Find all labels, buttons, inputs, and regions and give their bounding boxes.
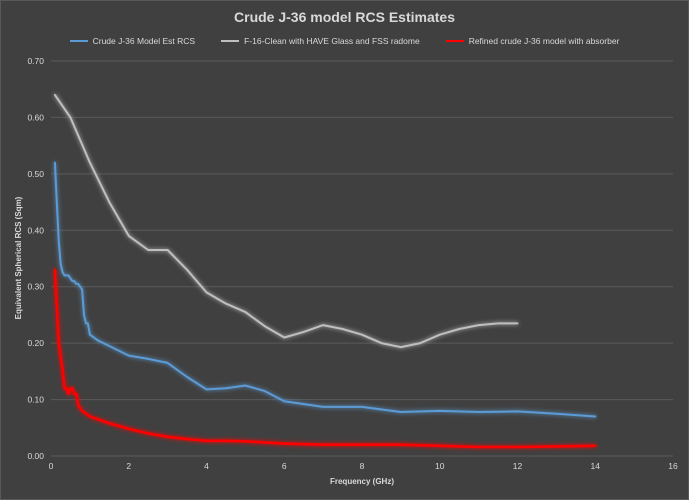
legend-item-crude-j36: Crude J-36 Model Est RCS [69,36,196,46]
y-tick-label: 0.50 [27,169,44,179]
legend-item-f16: F-16-Clean with HAVE Glass and FSS radom… [221,36,420,46]
y-tick-label: 0.40 [27,225,44,235]
y-tick-label: 0.20 [27,338,44,348]
x-axis-title: Frequency (GHz) [330,477,394,486]
grid-layer [51,60,673,457]
x-tick-label: 4 [204,461,209,471]
legend-label-refined: Refined crude J-36 model with absorber [468,36,620,46]
y-tick-label: 0.70 [27,56,44,66]
y-tick-label: 0.00 [27,451,44,461]
y-tick-label: 0.10 [27,395,44,405]
legend-swatch-refined [445,40,464,42]
legend-item-refined: Refined crude J-36 model with absorber [445,36,620,46]
x-tick-label: 8 [360,461,365,471]
x-tick-label: 0 [49,461,54,471]
y-tick-label: 0.60 [27,112,44,122]
series-layer [53,93,597,449]
series-line-refined [53,268,597,449]
x-tick-label: 2 [126,461,131,471]
legend-label-crude-j36: Crude J-36 Model Est RCS [92,36,196,46]
legend: Crude J-36 Model Est RCS F-16-Clean with… [1,36,688,46]
x-tick-label: 10 [435,461,445,471]
tick-labels: 0.00 0.10 0.20 0.30 0.40 0.50 0.60 0.70 0 2 4 6 8 10 1… [27,56,678,471]
legend-swatch-crude-j36 [69,40,88,42]
legend-swatch-f16 [221,40,240,42]
x-tick-label: 14 [591,461,601,471]
x-tick-label: 16 [668,461,678,471]
chart-title: Crude J-36 model RCS Estimates [234,9,455,25]
x-tick-label: 12 [513,461,523,471]
series-line-f16 [53,93,519,349]
y-axis-title: Equivalent Spherical RCS (Sqm) [14,196,23,319]
x-tick-label: 6 [282,461,287,471]
series-line-crude-j36 [53,161,597,418]
y-tick-label: 0.30 [27,282,44,292]
legend-label-f16: F-16-Clean with HAVE Glass and FSS radom… [244,36,420,46]
